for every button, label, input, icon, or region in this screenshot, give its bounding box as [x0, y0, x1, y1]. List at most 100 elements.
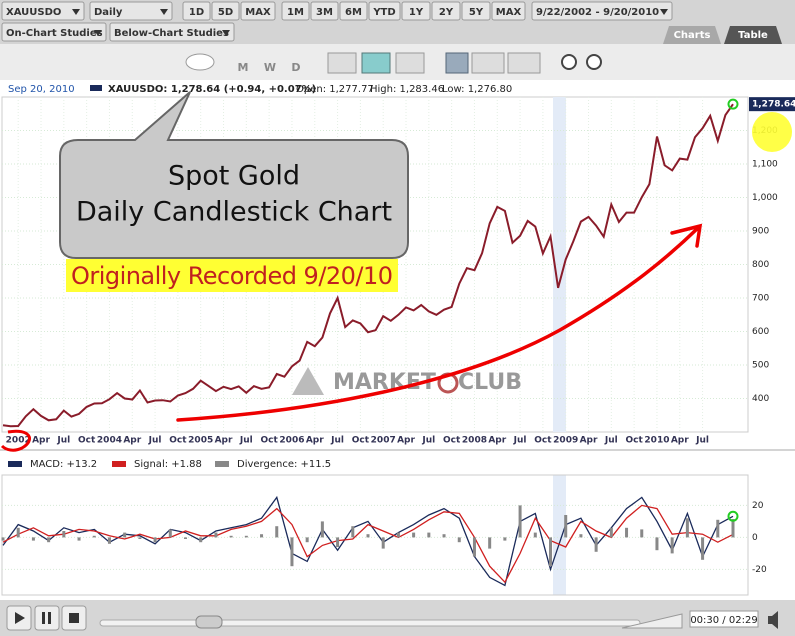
macd-plot — [1, 474, 749, 596]
x-tick-label: Oct — [625, 436, 643, 446]
divergence-bar — [31, 537, 35, 541]
divergence-bar — [549, 537, 552, 567]
time-display: 00:30 / 02:29 — [690, 615, 757, 626]
y-tick-label: 1,000 — [752, 193, 778, 203]
divergence-bar — [412, 532, 416, 538]
x-tick-label: Apr — [306, 436, 324, 446]
icon[interactable] — [395, 52, 425, 74]
x-tick-label: 2005 — [188, 436, 213, 446]
divergence-bar — [336, 537, 340, 547]
studies-select[interactable] — [109, 22, 235, 42]
range-button-label: 1Y — [409, 7, 424, 18]
pause-button[interactable] — [34, 605, 60, 631]
divergence-bar — [305, 537, 309, 543]
range-button[interactable] — [211, 1, 240, 21]
divergence-bar — [168, 529, 172, 538]
range-button[interactable] — [368, 1, 401, 21]
zoom-out[interactable] — [586, 54, 602, 70]
icons — [185, 52, 602, 74]
range-button-label: 5D — [218, 7, 233, 18]
icon — [327, 52, 357, 74]
x-tick-label: Apr — [488, 436, 506, 446]
divergence-bar — [533, 532, 537, 538]
range-button[interactable] — [240, 1, 276, 21]
callout — [59, 91, 409, 259]
studies-select[interactable] — [1, 22, 107, 42]
icon[interactable] — [445, 52, 469, 74]
range-button[interactable] — [431, 1, 461, 21]
range-button-label: 6M — [345, 7, 362, 18]
legend-swatch — [90, 85, 102, 91]
trend-arrow — [176, 223, 703, 422]
x-tick-label: 2010 — [644, 436, 669, 446]
y-tick-label: 800 — [752, 260, 769, 270]
last-price-tag — [749, 97, 795, 112]
divergence-bar — [244, 535, 248, 538]
y-tick-label: -20 — [752, 565, 767, 575]
volume[interactable] — [621, 613, 683, 629]
x-tick-label: Oct — [78, 436, 96, 446]
symbol-select[interactable] — [1, 1, 85, 21]
range-button[interactable] — [491, 1, 526, 21]
studies-select-label: Below-Chart Studies — [114, 28, 229, 39]
divergence-bar — [381, 537, 385, 549]
icon — [361, 52, 391, 74]
tab-label: Charts — [674, 30, 711, 41]
divergence-bar — [716, 519, 720, 538]
x-tick-label: Apr — [671, 436, 689, 446]
watermark: CLUB — [458, 370, 522, 395]
studies-select-label: On-Chart Studies — [6, 28, 103, 39]
dropdown-arrow — [160, 9, 168, 15]
series-line — [2, 103, 734, 428]
divergence-bar — [503, 537, 507, 541]
divergence-bar — [701, 537, 705, 560]
callout-text: Spot Gold — [168, 161, 300, 192]
divergence-bar — [472, 537, 476, 557]
divergence-bar — [731, 519, 735, 538]
range-button[interactable] — [281, 1, 310, 21]
divergence-bar — [290, 537, 294, 567]
y-tick-label: 20 — [752, 501, 764, 511]
divergence-bar — [442, 534, 446, 538]
icon[interactable] — [471, 52, 505, 74]
range-button-label: MAX — [245, 7, 271, 18]
divergence-bar — [594, 537, 598, 552]
info-low: Low: 1,276.80 — [442, 84, 512, 95]
x-tick-label: Jul — [695, 436, 709, 446]
pause-icon — [42, 612, 51, 624]
last-marker — [727, 510, 739, 522]
range-button[interactable] — [461, 1, 491, 21]
tab[interactable] — [724, 26, 782, 44]
x-tick-label: Oct — [169, 436, 187, 446]
range-button-label: MAX — [496, 7, 522, 18]
range-button[interactable] — [401, 1, 431, 21]
interval-select[interactable] — [89, 1, 173, 21]
range-button[interactable] — [310, 1, 339, 21]
divergence-bar — [457, 537, 461, 543]
divergence-bar — [1, 537, 5, 541]
x-tick-label: 2007 — [371, 436, 396, 446]
dropdown-arrow — [222, 30, 230, 36]
divergence-bar — [320, 521, 324, 538]
divergence-bar — [199, 537, 203, 543]
zoom-in[interactable] — [561, 54, 577, 70]
range-button[interactable] — [182, 1, 211, 21]
progress-thumb[interactable] — [195, 615, 223, 629]
x-tick-label: 2009 — [553, 436, 578, 446]
divergence-bar — [62, 531, 66, 538]
y-tick-label: 700 — [752, 294, 769, 304]
tab[interactable] — [663, 26, 721, 44]
progress-track[interactable] — [99, 619, 641, 627]
symbol-select-label: XAUUSDO — [6, 7, 61, 18]
x-tick-label: Oct — [260, 436, 278, 446]
date-range-select[interactable] — [531, 1, 673, 21]
time-box — [689, 610, 759, 628]
divergence-bar — [275, 526, 279, 538]
icon[interactable] — [507, 52, 541, 74]
y-tick-label: 500 — [752, 361, 769, 371]
legend-entry: Divergence: +11.5 — [237, 459, 331, 470]
range-button[interactable] — [339, 1, 368, 21]
speaker-icon[interactable] — [768, 611, 778, 629]
